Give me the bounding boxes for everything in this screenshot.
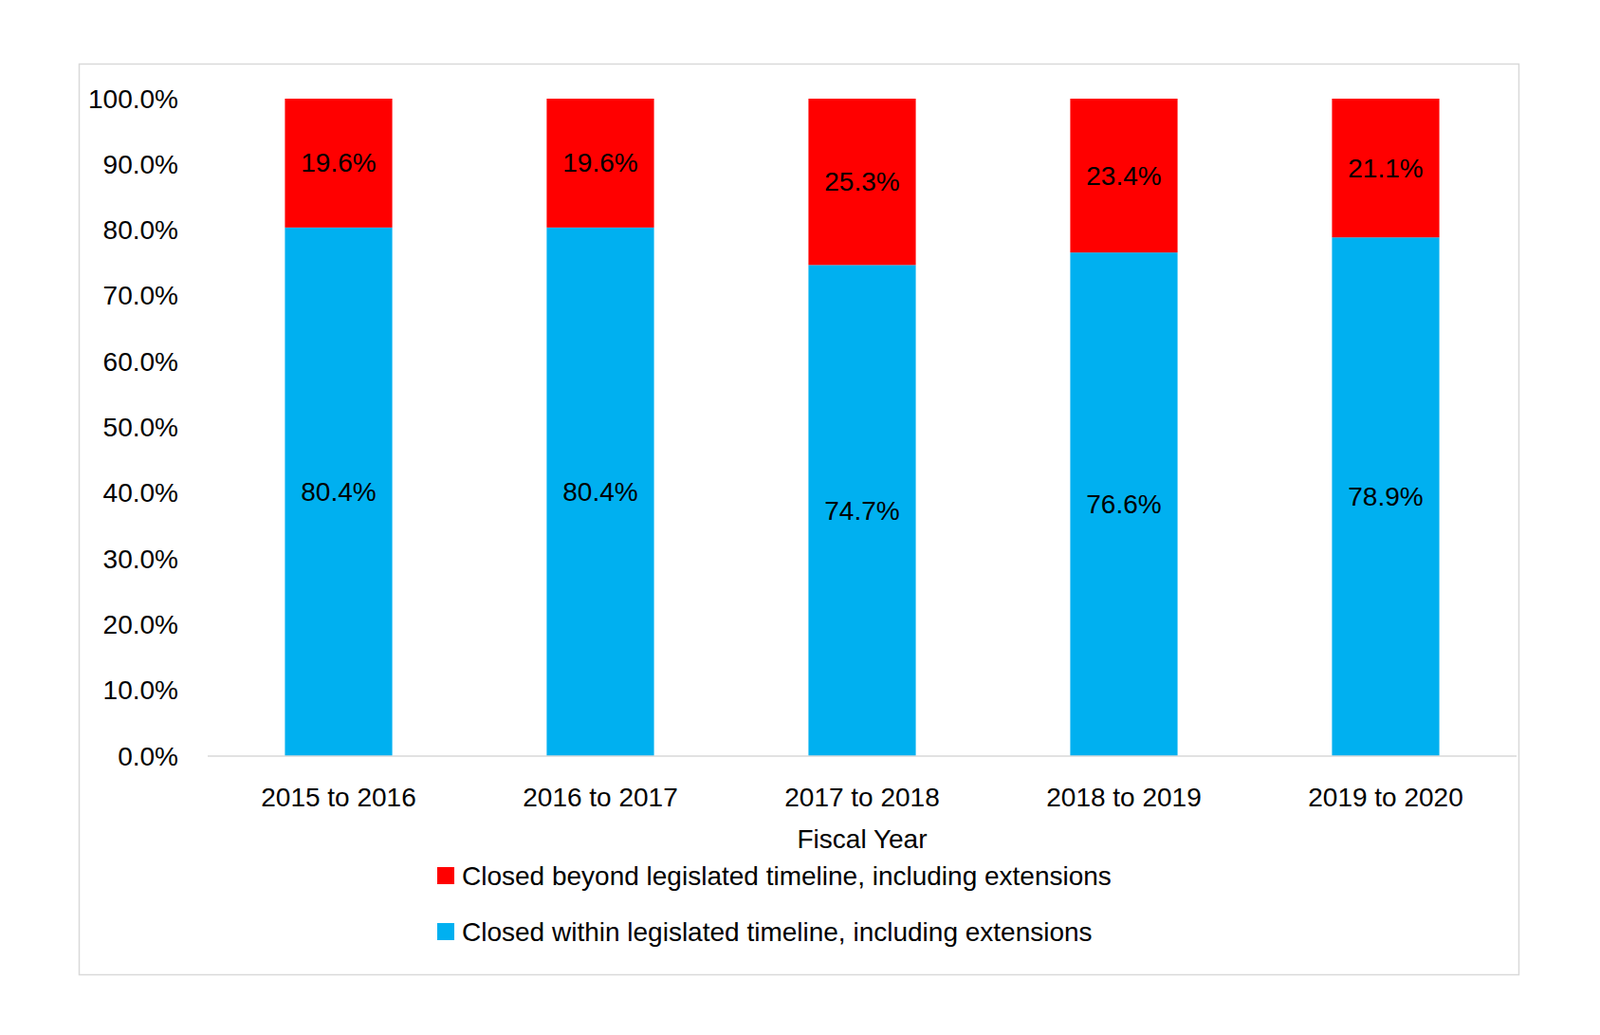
x-tick-label: 2018 to 2019: [1046, 782, 1202, 812]
legend-label: Closed beyond legislated timeline, inclu…: [461, 861, 1112, 891]
x-tick-label: 2017 to 2018: [784, 782, 940, 812]
y-tick-label: 100.0%: [88, 84, 179, 114]
bar-segment: [1331, 98, 1439, 238]
data-label: 80.4%: [562, 477, 638, 507]
data-label: 25.3%: [824, 166, 900, 197]
data-label: 19.6%: [300, 147, 376, 178]
data-labels: 80.4% 80.4% 74.7% 76.6% 78.9% 19.6% 19.6% 25.3%…: [300, 147, 1423, 525]
legend-swatch: [437, 922, 455, 940]
bar-segment: [546, 227, 654, 756]
x-tick-label: 2016 to 2017: [522, 782, 679, 812]
data-label: 80.4%: [300, 477, 376, 507]
bar-segment: [808, 98, 916, 265]
data-label: 78.9%: [1347, 481, 1423, 512]
bar-segment: [284, 98, 392, 228]
bar-segment: [546, 98, 654, 228]
bars: [284, 98, 1439, 756]
data-label: 23.4%: [1085, 161, 1161, 191]
bar-segment: [1069, 98, 1178, 253]
y-tick-label: 70.0%: [103, 280, 179, 311]
chart: 0.0% 10.0% 20.0% 30.0% 40.0% 50.0% 60.0% 70.0% 8…: [0, 0, 1600, 1035]
bar-segment: [808, 264, 916, 756]
bar-segment: [1331, 237, 1439, 756]
x-tick-label: 2019 to 2020: [1307, 782, 1464, 812]
legend: Closed beyond legislated timeline, inclu…: [437, 861, 1112, 947]
y-tick-label: 50.0%: [103, 412, 179, 442]
background: [0, 0, 1600, 1035]
y-tick-label: 90.0%: [103, 149, 179, 180]
y-tick-label: 60.0%: [103, 347, 179, 377]
legend-label: Closed within legislated timeline, inclu…: [461, 917, 1093, 947]
bar-segment: [284, 227, 392, 756]
bar-segment: [1069, 252, 1178, 756]
y-tick-label: 10.0%: [103, 675, 179, 705]
data-label: 19.6%: [562, 147, 638, 178]
data-label: 21.1%: [1347, 153, 1423, 184]
y-tick-label: 0.0%: [117, 741, 179, 772]
x-axis-title: Fiscal Year: [797, 824, 928, 854]
legend-swatch: [437, 866, 455, 884]
chart-frame: [79, 64, 1520, 975]
y-tick-label: 30.0%: [103, 544, 179, 574]
y-tick-label: 80.0%: [103, 215, 179, 245]
x-tick-label: 2015 to 2016: [260, 782, 417, 812]
y-tick-label: 40.0%: [103, 478, 179, 508]
y-tick-label: 20.0%: [103, 609, 179, 640]
x-axis-line: [207, 754, 1517, 757]
data-label: 74.7%: [824, 496, 900, 526]
data-label: 76.6%: [1085, 489, 1161, 519]
